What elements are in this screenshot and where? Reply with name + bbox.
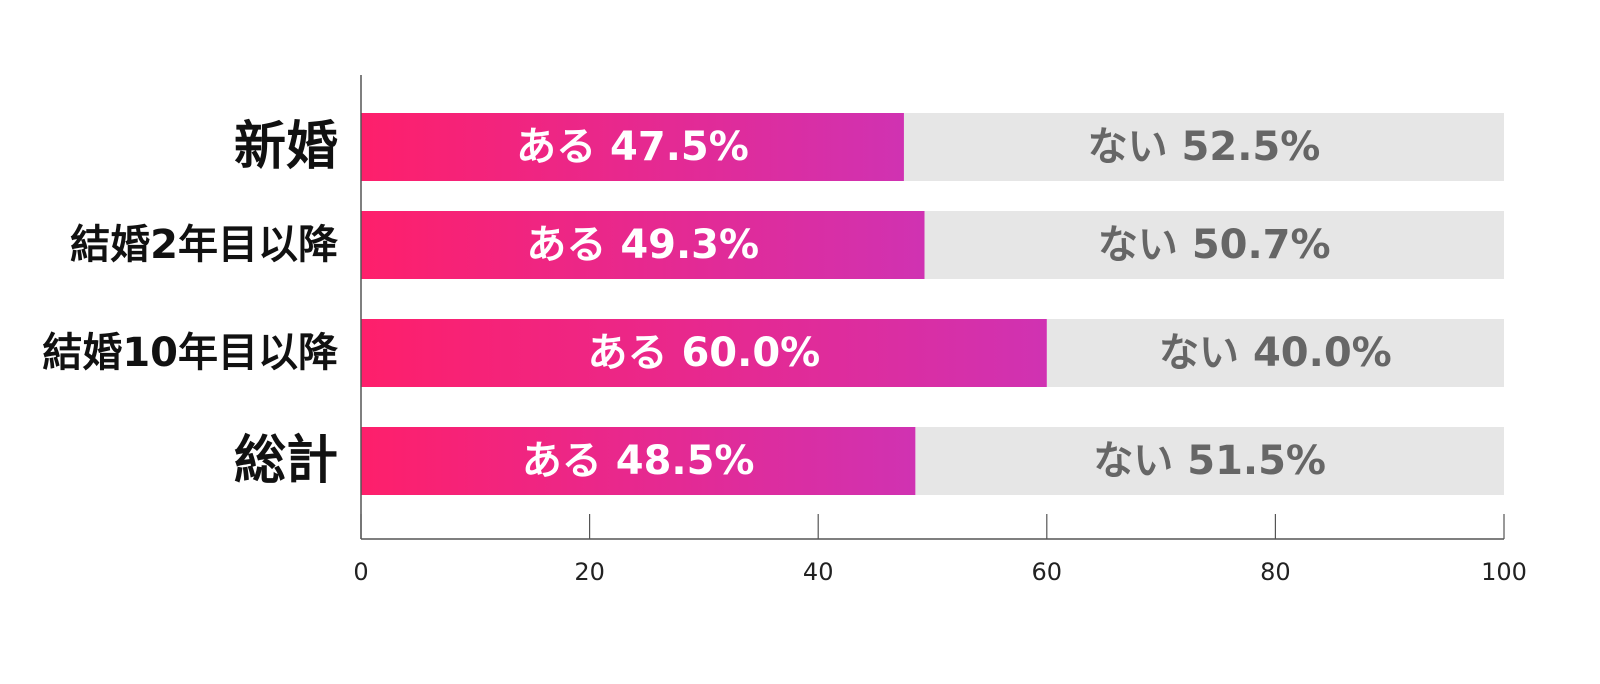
data-label-no: ない 51.5% bbox=[1093, 438, 1326, 484]
bar-no-segment bbox=[903, 113, 1504, 181]
bar-yes-segment bbox=[361, 319, 1047, 387]
bars-layer bbox=[361, 113, 1504, 495]
category-label: 結婚10年目以降 bbox=[42, 330, 338, 376]
x-tick-label: 80 bbox=[1260, 558, 1291, 586]
category-label: 総計 bbox=[234, 431, 338, 491]
category-label: 結婚2年目以降 bbox=[70, 222, 338, 268]
bar-yes-segment bbox=[361, 113, 904, 181]
bar-no-segment bbox=[915, 427, 1504, 495]
bar-yes-segment bbox=[361, 427, 916, 495]
data-label-yes: ある 60.0% bbox=[588, 330, 821, 376]
data-label-yes: ある 48.5% bbox=[522, 438, 755, 484]
x-tick-label: 100 bbox=[1481, 558, 1527, 586]
x-tick-label: 60 bbox=[1032, 558, 1063, 586]
axis-layer bbox=[360, 75, 1505, 540]
data-label-yes: ある 49.3% bbox=[526, 222, 759, 268]
x-tick-label: 0 bbox=[353, 558, 368, 586]
bar-yes-segment bbox=[361, 211, 925, 279]
x-tick-label: 20 bbox=[574, 558, 605, 586]
bar-no-segment bbox=[1046, 319, 1504, 387]
data-label-no: ない 50.7% bbox=[1098, 222, 1331, 268]
data-label-yes: ある 47.5% bbox=[516, 124, 749, 170]
bar-no-segment bbox=[924, 211, 1504, 279]
x-tick-label: 40 bbox=[803, 558, 834, 586]
category-label: 新婚 bbox=[234, 117, 338, 177]
data-label-no: ない 52.5% bbox=[1088, 124, 1321, 170]
data-label-no: ない 40.0% bbox=[1159, 330, 1392, 376]
